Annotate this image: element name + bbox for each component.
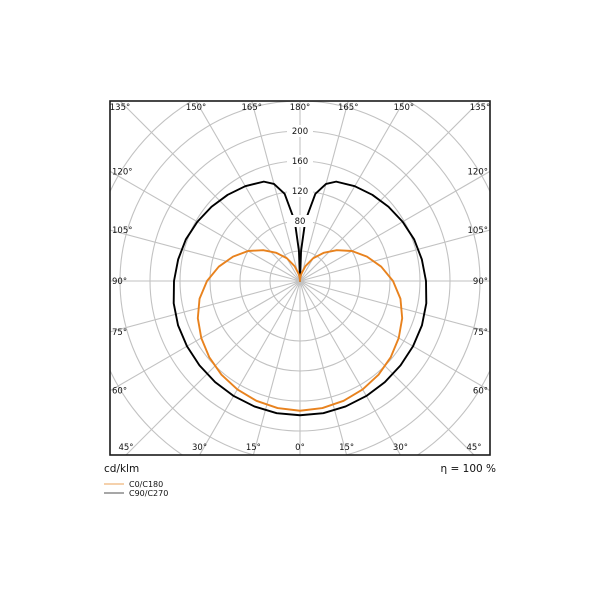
- grid-ray: [110, 170, 301, 282]
- angle-tick-left: 75°: [112, 328, 127, 338]
- angle-tick-bottom: 45°: [118, 443, 133, 453]
- radial-label-backdrop: [287, 125, 313, 137]
- grid-ray: [119, 101, 301, 282]
- angle-tick-left: 105°: [112, 226, 132, 236]
- angle-tick-bottom: 45°: [466, 443, 481, 453]
- grid-ray: [110, 229, 301, 282]
- grid-ray: [299, 280, 402, 455]
- angle-tick-top: 180°: [290, 103, 310, 113]
- grid-ray: [299, 280, 475, 455]
- curve-c0-c180: [196, 249, 404, 412]
- radial-tick-label: 120: [292, 187, 308, 197]
- angle-tick-top: 135°: [470, 103, 490, 113]
- angle-tick-right: 60°: [473, 387, 488, 397]
- plot-frame: [109, 100, 491, 456]
- grid-ray: [299, 280, 490, 333]
- grid-ray: [299, 229, 490, 282]
- grid-ray: [299, 280, 348, 455]
- angle-tick-left: 60°: [112, 387, 127, 397]
- angle-tick-right: 120°: [468, 167, 488, 177]
- efficiency-label: η = 100 %: [441, 463, 497, 475]
- radial-tick-label: 80: [295, 217, 306, 227]
- grid-ray: [110, 280, 301, 392]
- polar-grid-rays: [110, 101, 490, 455]
- chart-legend: C0/C180 C90/C270: [104, 480, 168, 498]
- radial-tick-labels: 80 120 160 200: [287, 125, 313, 227]
- angle-tick-right: 75°: [473, 328, 488, 338]
- grid-ray: [251, 101, 301, 282]
- grid-ray: [198, 280, 301, 455]
- radial-tick-label: 160: [292, 157, 308, 167]
- grid-ray: [299, 101, 481, 282]
- angle-tick-top: 165°: [242, 103, 262, 113]
- unit-label: cd/klm: [104, 463, 139, 475]
- angle-tick-bottom: 15°: [246, 443, 261, 453]
- angle-tick-top: 135°: [110, 103, 130, 113]
- radial-label-backdrop: [287, 155, 313, 167]
- grid-ray: [252, 280, 301, 455]
- radial-label-backdrop: [287, 185, 313, 197]
- angle-tick-left: 120°: [112, 167, 132, 177]
- legend-label-c90-c270: C90/C270: [129, 489, 168, 498]
- angle-tick-top: 150°: [394, 103, 414, 113]
- angle-tick-right: 105°: [468, 226, 488, 236]
- angle-tick-left: 90°: [112, 277, 127, 287]
- radial-tick-label: 200: [292, 127, 308, 137]
- grid-ray: [299, 101, 349, 282]
- legend-label-c0-c180: C0/C180: [129, 480, 163, 489]
- angle-tick-bottom: 15°: [339, 443, 354, 453]
- grid-ray: [125, 280, 301, 455]
- grid-ray: [299, 170, 490, 282]
- angle-tick-top: 150°: [186, 103, 206, 113]
- grid-ray: [299, 280, 490, 392]
- radial-label-backdrop: [287, 215, 313, 227]
- angle-tick-bottom: 0°: [295, 443, 305, 453]
- angle-tick-bottom: 30°: [192, 443, 207, 453]
- grid-ray: [110, 280, 301, 333]
- grid-ray: [195, 101, 301, 282]
- distribution-curves: [172, 180, 428, 417]
- angle-tick-top: 165°: [338, 103, 358, 113]
- angle-tick-right: 90°: [473, 277, 488, 287]
- grid-ray: [299, 101, 405, 282]
- angle-tick-bottom: 30°: [393, 443, 408, 453]
- curve-c90-c270: [172, 180, 428, 417]
- angle-tick-labels: 45° 30° 15° 0° 15° 30° 45° 135° 150° 165° 180° 165°…: [110, 103, 490, 453]
